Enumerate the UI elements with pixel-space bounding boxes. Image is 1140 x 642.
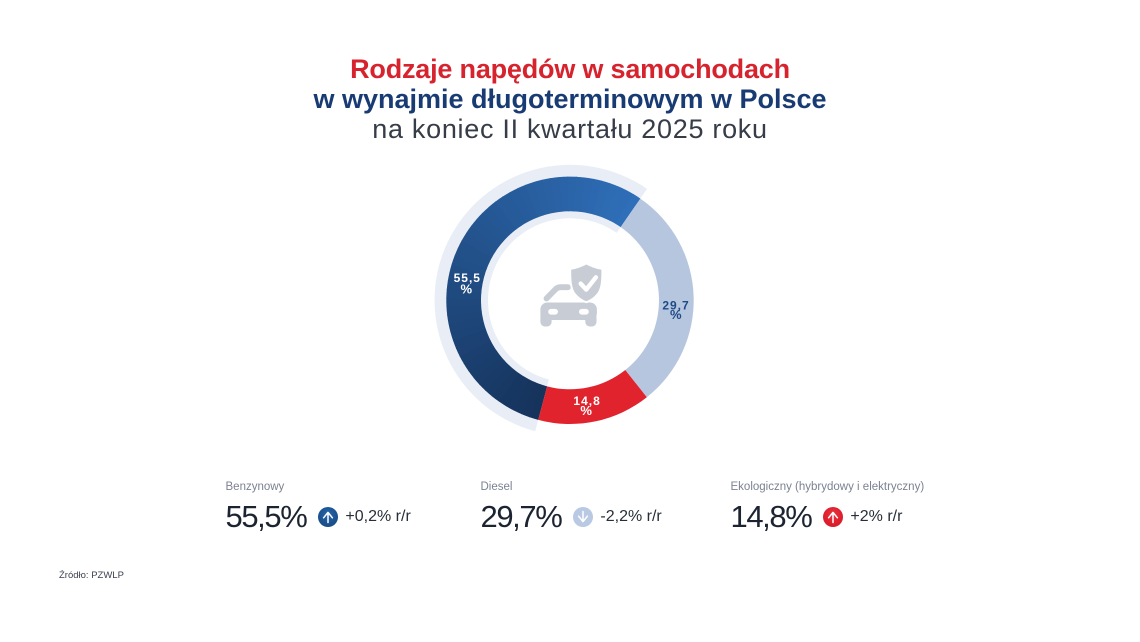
svg-text:%: % <box>580 403 593 418</box>
svg-text:%: % <box>461 281 474 296</box>
svg-text:14,8: 14,8 <box>573 394 600 408</box>
svg-text:%: % <box>670 307 683 322</box>
svg-text:55,5: 55,5 <box>454 271 481 285</box>
svg-text:29,7: 29,7 <box>662 298 689 312</box>
